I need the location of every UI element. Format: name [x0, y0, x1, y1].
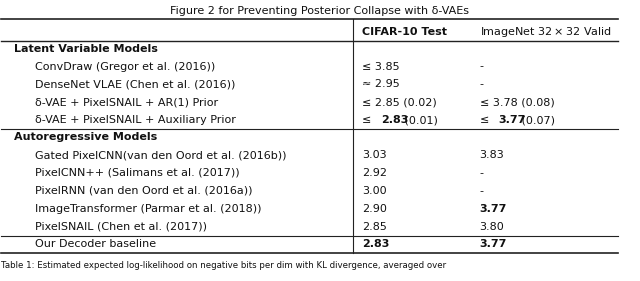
Text: 3.03: 3.03	[362, 150, 387, 160]
Text: ≤: ≤	[362, 115, 375, 125]
Text: 3.77: 3.77	[479, 239, 507, 249]
Text: ≤ 3.85: ≤ 3.85	[362, 62, 400, 72]
Text: δ-VAE + PixelSNAIL + Auxiliary Prior: δ-VAE + PixelSNAIL + Auxiliary Prior	[35, 115, 236, 125]
Text: Latent Variable Models: Latent Variable Models	[13, 44, 157, 54]
Text: ≤ 3.78 (0.08): ≤ 3.78 (0.08)	[479, 97, 554, 107]
Text: 2.83: 2.83	[381, 115, 408, 125]
Text: ImageNet $32 \times 32$ Valid: ImageNet $32 \times 32$ Valid	[479, 25, 611, 39]
Text: Our Decoder baseline: Our Decoder baseline	[35, 239, 156, 249]
Text: Table 1: Estimated expected log-likelihood on negative bits per dim with KL dive: Table 1: Estimated expected log-likeliho…	[1, 261, 447, 270]
Text: δ-VAE + PixelSNAIL + AR(1) Prior: δ-VAE + PixelSNAIL + AR(1) Prior	[35, 97, 218, 107]
Text: 2.83: 2.83	[362, 239, 390, 249]
Text: Figure 2 for Preventing Posterior Collapse with δ-VAEs: Figure 2 for Preventing Posterior Collap…	[170, 6, 470, 16]
Text: ≤: ≤	[479, 115, 492, 125]
Text: PixelSNAIL (Chen et al. (2017)): PixelSNAIL (Chen et al. (2017))	[35, 221, 207, 232]
Text: 3.80: 3.80	[479, 221, 504, 232]
Text: -: -	[479, 168, 484, 178]
Text: 3.00: 3.00	[362, 186, 387, 196]
Text: Autoregressive Models: Autoregressive Models	[13, 132, 157, 142]
Text: -: -	[479, 186, 484, 196]
Text: PixelRNN (van den Oord et al. (2016a)): PixelRNN (van den Oord et al. (2016a))	[35, 186, 253, 196]
Text: Gated PixelCNN(van den Oord et al. (2016b)): Gated PixelCNN(van den Oord et al. (2016…	[35, 150, 287, 160]
Text: ≈ 2.95: ≈ 2.95	[362, 80, 400, 89]
Text: PixelCNN++ (Salimans et al. (2017)): PixelCNN++ (Salimans et al. (2017))	[35, 168, 240, 178]
Text: ConvDraw (Gregor et al. (2016)): ConvDraw (Gregor et al. (2016))	[35, 62, 216, 72]
Text: ≤ 2.85 (0.02): ≤ 2.85 (0.02)	[362, 97, 437, 107]
Text: 3.77: 3.77	[479, 204, 507, 214]
Text: 2.90: 2.90	[362, 204, 387, 214]
Text: (0.01): (0.01)	[401, 115, 438, 125]
Text: 2.85: 2.85	[362, 221, 387, 232]
Text: ImageTransformer (Parmar et al. (2018)): ImageTransformer (Parmar et al. (2018))	[35, 204, 262, 214]
Text: DenseNet VLAE (Chen et al. (2016)): DenseNet VLAE (Chen et al. (2016))	[35, 80, 236, 89]
Text: 3.83: 3.83	[479, 150, 504, 160]
Text: 3.77: 3.77	[498, 115, 525, 125]
Text: -: -	[479, 80, 484, 89]
Text: (0.07): (0.07)	[518, 115, 556, 125]
Text: CIFAR-10 Test: CIFAR-10 Test	[362, 27, 447, 37]
Text: -: -	[479, 62, 484, 72]
Text: 2.92: 2.92	[362, 168, 387, 178]
